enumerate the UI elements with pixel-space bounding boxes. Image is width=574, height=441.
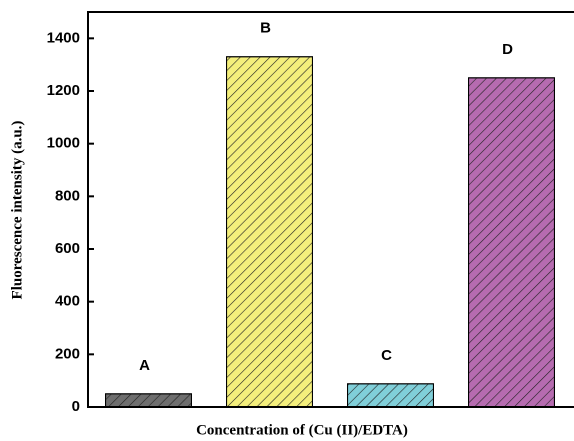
y-tick-label: 1200 <box>47 82 80 99</box>
y-tick-label: 1400 <box>47 29 80 46</box>
y-tick-label: 1000 <box>47 135 80 152</box>
y-axis-label: Fluorescence intensity (a.u.) <box>9 121 25 300</box>
y-tick-label: 400 <box>55 293 80 310</box>
bar-hatch <box>226 56 313 408</box>
y-tick-label: 200 <box>55 345 80 362</box>
x-axis-label: Concentration of (Cu (II)/EDTA) <box>196 422 408 438</box>
bar-category-label: B <box>260 20 271 37</box>
plot-frame <box>87 11 574 408</box>
y-tick-label: 600 <box>55 240 80 257</box>
bar-category-label: D <box>502 41 513 58</box>
bar-hatch <box>105 393 192 408</box>
y-tick-label: 0 <box>72 398 80 415</box>
bar-category-label: A <box>139 357 150 374</box>
bar-category-label: C <box>381 347 392 364</box>
y-tick-label: 800 <box>55 187 80 204</box>
bar-hatch <box>347 383 434 408</box>
bar-hatch <box>468 77 555 408</box>
